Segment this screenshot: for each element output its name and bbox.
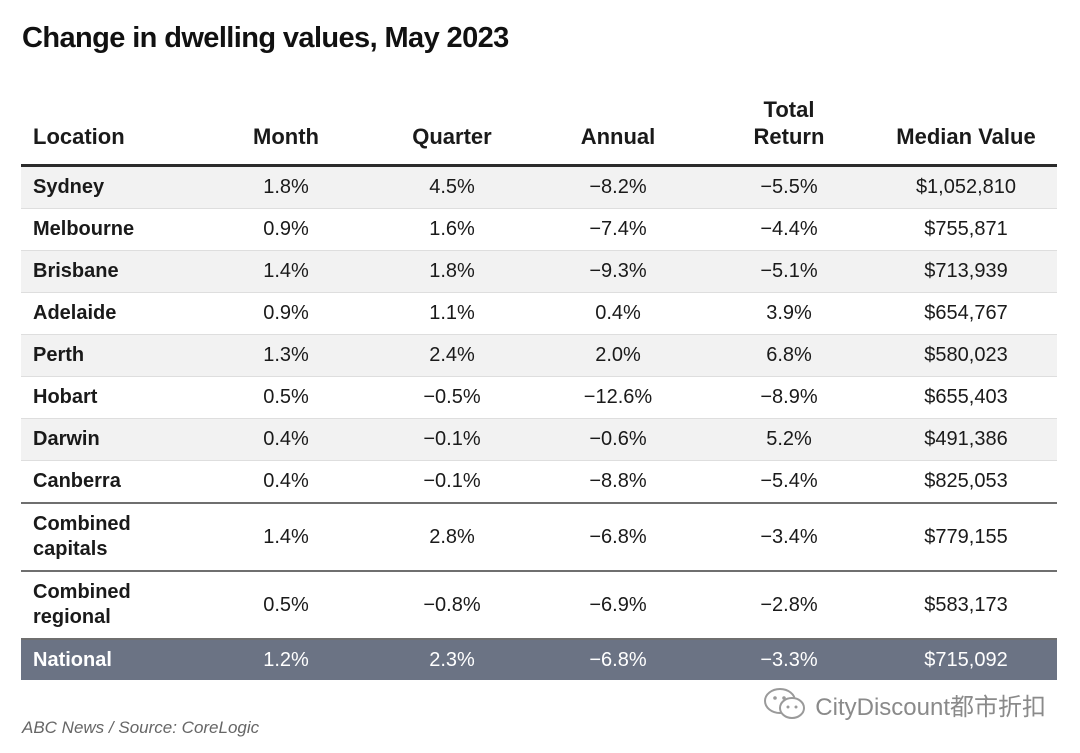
cell-location: Combined regional [21,570,201,640]
cell-location: Canberra [21,460,201,504]
header-quarter: Quarter [371,96,533,167]
source-note: ABC News / Source: CoreLogic [22,718,260,737]
cell-quarter: 2.4% [371,334,533,377]
cell-location: Brisbane [21,250,201,293]
cell-location: National [21,638,201,680]
cell-total-return: −8.9% [703,376,875,419]
wechat-icon [764,688,806,719]
cell-annual: −7.4% [533,208,703,251]
cell-month: 0.4% [201,460,371,504]
cell-location: Melbourne [21,208,201,251]
cell-location: Adelaide [21,292,201,335]
table-row: Perth 1.3% 2.4% 2.0% 6.8% $580,023 [21,334,1057,377]
table-body: Sydney 1.8% 4.5% −8.2% −5.5% $1,052,810 Melbou… [21,165,1057,680]
cell-quarter: −0.8% [371,570,533,640]
cell-annual: −12.6% [533,376,703,419]
cell-median-value: $713,939 [875,250,1057,293]
header-median-value: Median Value [875,96,1057,167]
cell-month: 1.4% [201,502,371,572]
cell-annual: −6.8% [533,502,703,572]
cell-annual: −8.8% [533,460,703,504]
cell-location: Combined capitals [21,502,201,572]
cell-annual: −6.9% [533,570,703,640]
header-annual: Annual [533,96,703,167]
table-row: National 1.2% 2.3% −6.8% −3.3% $715,092 [21,638,1057,680]
cell-median-value: $755,871 [875,208,1057,251]
cell-quarter: −0.5% [371,376,533,419]
table-header-row: Location Month Quarter Annual Total Retu… [21,96,1057,167]
cell-total-return: −5.1% [703,250,875,293]
table-row: Sydney 1.8% 4.5% −8.2% −5.5% $1,052,810 [21,165,1057,209]
cell-month: 0.5% [201,376,371,419]
cell-total-return: 6.8% [703,334,875,377]
cell-month: 1.2% [201,638,371,680]
cell-annual: −9.3% [533,250,703,293]
cell-quarter: 1.6% [371,208,533,251]
table-row: Hobart 0.5% −0.5% −12.6% −8.9% $655,403 [21,376,1057,419]
table-row: Brisbane 1.4% 1.8% −9.3% −5.1% $713,939 [21,250,1057,293]
cell-median-value: $491,386 [875,418,1057,461]
cell-annual: 2.0% [533,334,703,377]
cell-total-return: −4.4% [703,208,875,251]
cell-median-value: $655,403 [875,376,1057,419]
cell-annual: −0.6% [533,418,703,461]
cell-median-value: $654,767 [875,292,1057,335]
cell-location: Hobart [21,376,201,419]
cell-total-return: −3.4% [703,502,875,572]
cell-month: 0.9% [201,208,371,251]
chart-title: Change in dwelling values, May 2023 [22,22,509,54]
cell-total-return: −5.5% [703,165,875,209]
header-total-return: Total Return [703,96,875,167]
watermark: CityDiscount都市折扣 [763,686,1046,722]
cell-month: 0.9% [201,292,371,335]
cell-median-value: $583,173 [875,570,1057,640]
cell-location: Darwin [21,418,201,461]
table-row: Canberra 0.4% −0.1% −8.8% −5.4% $825,053 [21,460,1057,504]
header-location: Location [21,96,201,167]
cell-quarter: 1.1% [371,292,533,335]
cell-quarter: 2.8% [371,502,533,572]
cell-quarter: −0.1% [371,418,533,461]
table-row: Darwin 0.4% −0.1% −0.6% 5.2% $491,386 [21,418,1057,461]
cell-quarter: 1.8% [371,250,533,293]
cell-month: 1.3% [201,334,371,377]
table-row: Combined capitals 1.4% 2.8% −6.8% −3.4% $779,… [21,502,1057,572]
cell-median-value: $1,052,810 [875,165,1057,209]
cell-quarter: 2.3% [371,638,533,680]
table-row: Adelaide 0.9% 1.1% 0.4% 3.9% $654,767 [21,292,1057,335]
cell-location: Perth [21,334,201,377]
cell-annual: −8.2% [533,165,703,209]
cell-month: 0.5% [201,570,371,640]
watermark-text: CityDiscount都市折扣 [815,693,1046,721]
cell-month: 0.4% [201,418,371,461]
cell-month: 1.4% [201,250,371,293]
table-row: Melbourne 0.9% 1.6% −7.4% −4.4% $755,871 [21,208,1057,251]
cell-total-return: −3.3% [703,638,875,680]
cell-quarter: −0.1% [371,460,533,504]
cell-median-value: $580,023 [875,334,1057,377]
cell-quarter: 4.5% [371,165,533,209]
cell-month: 1.8% [201,165,371,209]
cell-annual: 0.4% [533,292,703,335]
cell-total-return: 3.9% [703,292,875,335]
cell-median-value: $715,092 [875,638,1057,680]
cell-median-value: $779,155 [875,502,1057,572]
dwelling-values-table: Location Month Quarter Annual Total Retu… [21,96,1057,680]
cell-total-return: −2.8% [703,570,875,640]
cell-location: Sydney [21,165,201,209]
cell-total-return: 5.2% [703,418,875,461]
cell-total-return: −5.4% [703,460,875,504]
cell-annual: −6.8% [533,638,703,680]
table-row: Combined regional 0.5% −0.8% −6.9% −2.8% $583… [21,570,1057,640]
header-month: Month [201,96,371,167]
cell-median-value: $825,053 [875,460,1057,504]
